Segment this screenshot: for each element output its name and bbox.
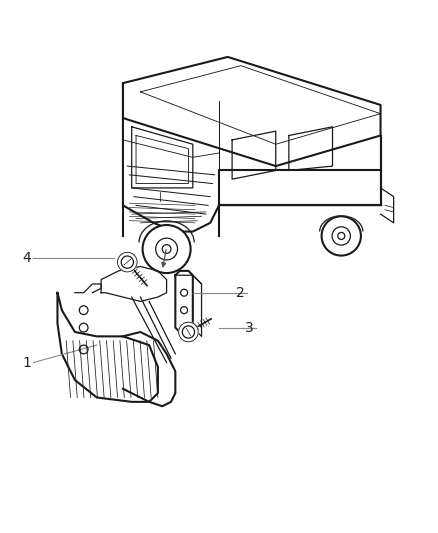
Circle shape bbox=[321, 216, 361, 256]
Circle shape bbox=[121, 256, 134, 268]
Text: 1: 1 bbox=[22, 356, 32, 369]
Text: 2: 2 bbox=[237, 286, 245, 300]
Circle shape bbox=[179, 322, 198, 342]
Circle shape bbox=[143, 225, 191, 273]
Circle shape bbox=[182, 326, 194, 338]
Text: 4: 4 bbox=[22, 251, 31, 265]
Text: 3: 3 bbox=[245, 321, 254, 335]
Circle shape bbox=[117, 252, 137, 272]
